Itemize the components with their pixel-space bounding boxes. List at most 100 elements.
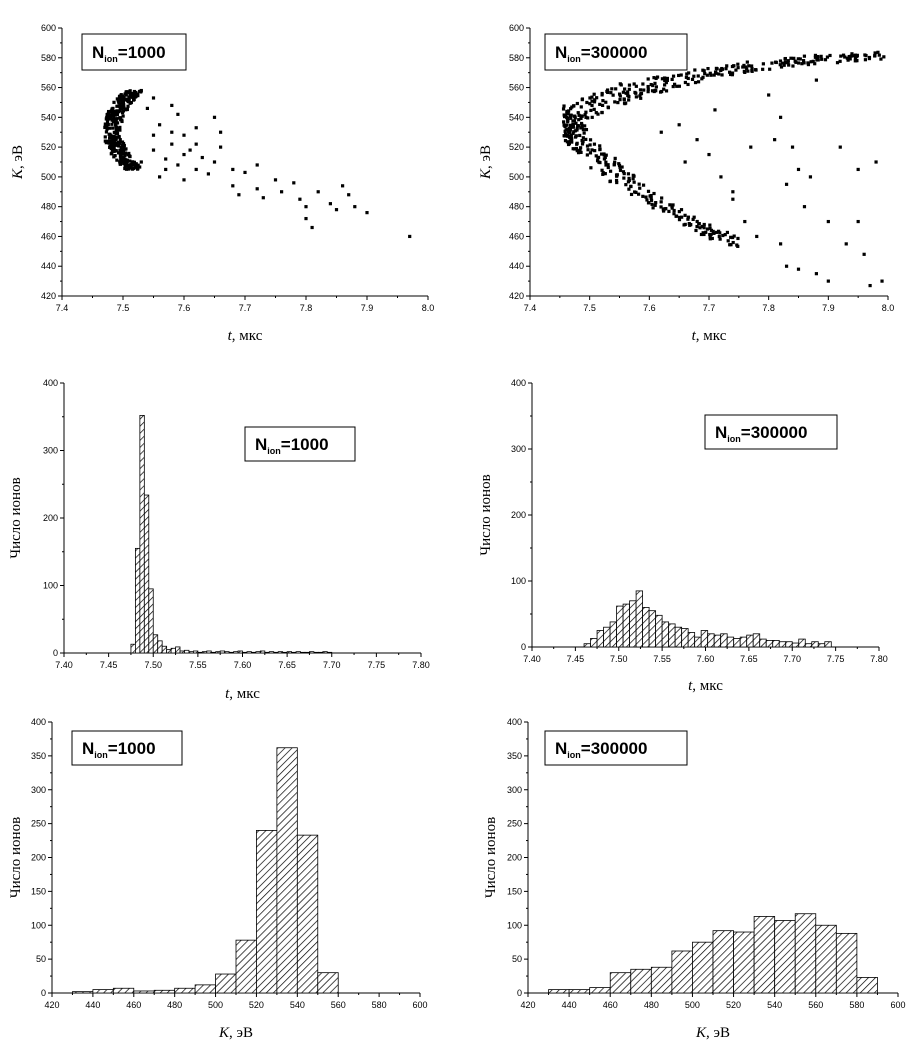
band-point xyxy=(798,57,802,61)
histogram-bar xyxy=(112,987,135,994)
band-point xyxy=(565,133,569,137)
histogram-bar xyxy=(616,605,624,648)
x-tick-label: 7.8 xyxy=(300,303,313,313)
band-point xyxy=(726,239,730,243)
band-point xyxy=(841,53,846,57)
band-point xyxy=(622,176,626,180)
cluster-point xyxy=(112,100,116,104)
band-point xyxy=(864,54,868,58)
band-point xyxy=(730,73,734,77)
x-tick-label: 540 xyxy=(767,1000,782,1010)
band-point xyxy=(581,136,585,140)
x-tick-label: 8.0 xyxy=(422,303,435,313)
scatter-point xyxy=(796,267,801,271)
band-point xyxy=(588,102,592,106)
band-point xyxy=(619,83,623,87)
histogram-bar xyxy=(726,636,735,648)
band-point xyxy=(604,163,608,167)
cluster-point xyxy=(130,91,134,96)
band-point xyxy=(645,198,649,202)
cluster-point xyxy=(118,104,122,108)
histogram-bar xyxy=(72,991,94,994)
y-tick-label: 560 xyxy=(41,83,56,93)
band-point xyxy=(665,78,669,82)
histogram-bar xyxy=(286,651,292,654)
cluster-point xyxy=(121,114,125,118)
band-point xyxy=(583,124,587,128)
scatter-point xyxy=(176,112,180,116)
scatter-point xyxy=(844,242,848,246)
band-point xyxy=(613,100,617,104)
scatter-point xyxy=(188,148,192,152)
cluster-point xyxy=(130,167,135,171)
x-axis-label-unit: , мкс xyxy=(229,686,260,702)
band-point xyxy=(730,235,735,240)
band-point xyxy=(770,61,774,65)
band-point xyxy=(600,168,604,172)
band-point xyxy=(761,67,765,71)
scatter-point xyxy=(868,283,872,288)
legend-symbol: N xyxy=(92,43,104,62)
band-point xyxy=(563,134,567,138)
y-tick-label: 150 xyxy=(31,886,46,896)
scatter-point xyxy=(261,196,265,200)
band-point xyxy=(723,233,727,237)
x-axis-label: K, эВ xyxy=(695,1025,730,1041)
band-point xyxy=(855,59,859,63)
band-point xyxy=(633,190,637,194)
cluster-point xyxy=(115,141,119,146)
scatter-point xyxy=(194,126,198,130)
band-point xyxy=(565,123,569,127)
band-point xyxy=(588,143,592,147)
band-point xyxy=(584,137,588,141)
cluster-point xyxy=(115,97,119,101)
scatter-point xyxy=(779,115,783,119)
band-point xyxy=(835,61,840,65)
band-point xyxy=(576,124,580,128)
legend-text: Nion=300000 xyxy=(555,43,647,64)
legend-subscript: ion xyxy=(727,434,741,444)
band-point xyxy=(685,72,689,76)
scatter-point xyxy=(826,279,830,283)
histogram-bar xyxy=(694,636,702,648)
band-point xyxy=(781,61,785,65)
band-point xyxy=(743,65,748,69)
scatter-point xyxy=(273,178,278,182)
band-point xyxy=(708,223,712,227)
cluster-point xyxy=(111,142,116,146)
histogram-bar xyxy=(228,651,234,654)
histogram-bar xyxy=(629,600,637,648)
band-point xyxy=(600,152,604,156)
y-tick-label: 200 xyxy=(507,853,522,863)
scatter-point xyxy=(796,167,801,172)
x-tick-label: 560 xyxy=(331,1000,346,1010)
band-point xyxy=(736,66,740,70)
band-point xyxy=(677,218,682,222)
x-tick-label: 7.6 xyxy=(643,303,656,313)
scatter-point xyxy=(139,88,143,93)
scatter-point xyxy=(304,216,308,221)
histogram-bar xyxy=(835,932,858,994)
band-point xyxy=(586,116,590,120)
scatter-point xyxy=(206,172,210,176)
scatter-point xyxy=(243,170,247,175)
y-tick-label: 100 xyxy=(43,581,58,591)
histogram-bar xyxy=(681,628,689,648)
band-point xyxy=(590,95,594,99)
cluster-point xyxy=(127,167,131,171)
band-point xyxy=(580,98,584,102)
band-point xyxy=(699,232,704,237)
x-axis-label-symbol: t xyxy=(225,686,230,702)
y-axis-label-symbol: K xyxy=(478,168,494,180)
x-tick-label: 7.55 xyxy=(189,660,207,670)
band-point xyxy=(695,219,699,224)
y-tick-label: 300 xyxy=(511,444,526,454)
histogram-bar xyxy=(548,989,570,994)
cluster-point xyxy=(119,155,123,159)
band-point xyxy=(774,60,778,65)
legend-symbol: N xyxy=(255,435,267,454)
scatter-point xyxy=(862,252,866,256)
band-point xyxy=(614,87,618,91)
cluster-point xyxy=(118,109,122,113)
y-tick-label: 250 xyxy=(31,819,46,829)
